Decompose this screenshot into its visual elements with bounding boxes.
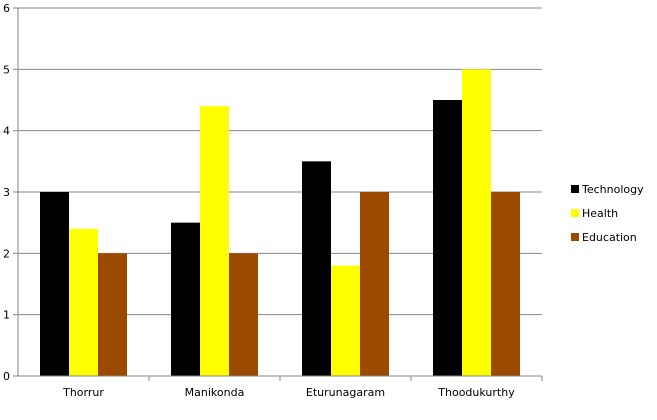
- bar-education: [98, 253, 127, 376]
- bar-health: [200, 106, 229, 376]
- axes: [13, 7, 543, 381]
- x-tick-label: Thoodukurthy: [437, 386, 515, 399]
- bar-health: [69, 228, 98, 376]
- bar-education: [491, 192, 520, 376]
- legend-label-education: Education: [582, 230, 637, 244]
- x-tick-label: Manikonda: [185, 386, 245, 399]
- legend-swatch-health: [571, 209, 579, 217]
- y-tick-label: 2: [3, 247, 10, 260]
- legend-label-health: Health: [582, 206, 619, 220]
- legend-item-technology: Technology: [571, 177, 644, 201]
- bar-health: [462, 69, 491, 376]
- bar-technology: [40, 192, 69, 376]
- y-tick-label: 1: [3, 309, 10, 322]
- legend-swatch-education: [571, 233, 579, 241]
- legend: Technology Health Education: [571, 177, 644, 249]
- legend-swatch-technology: [571, 185, 579, 193]
- legend-item-education: Education: [571, 225, 644, 249]
- bar-technology: [433, 100, 462, 376]
- x-tick-label: Eturunagaram: [306, 386, 385, 399]
- tick-labels: 0 1 2 3 4 5 6 Thorrur Manikonda Eturunagaram Thood…: [3, 2, 515, 399]
- x-tick-label: Thorrur: [62, 386, 104, 399]
- y-tick-label: 6: [3, 2, 10, 15]
- bar-health: [331, 265, 360, 376]
- y-tick-label: 3: [3, 186, 10, 199]
- y-tick-label: 4: [3, 125, 10, 138]
- y-tick-label: 0: [3, 370, 10, 383]
- bar-technology: [171, 222, 200, 376]
- bar-education: [229, 253, 258, 376]
- bars: [40, 69, 520, 376]
- y-tick-label: 5: [3, 63, 10, 76]
- legend-label-technology: Technology: [582, 182, 644, 196]
- bar-technology: [302, 161, 331, 376]
- legend-item-health: Health: [571, 201, 644, 225]
- bar-education: [360, 192, 389, 376]
